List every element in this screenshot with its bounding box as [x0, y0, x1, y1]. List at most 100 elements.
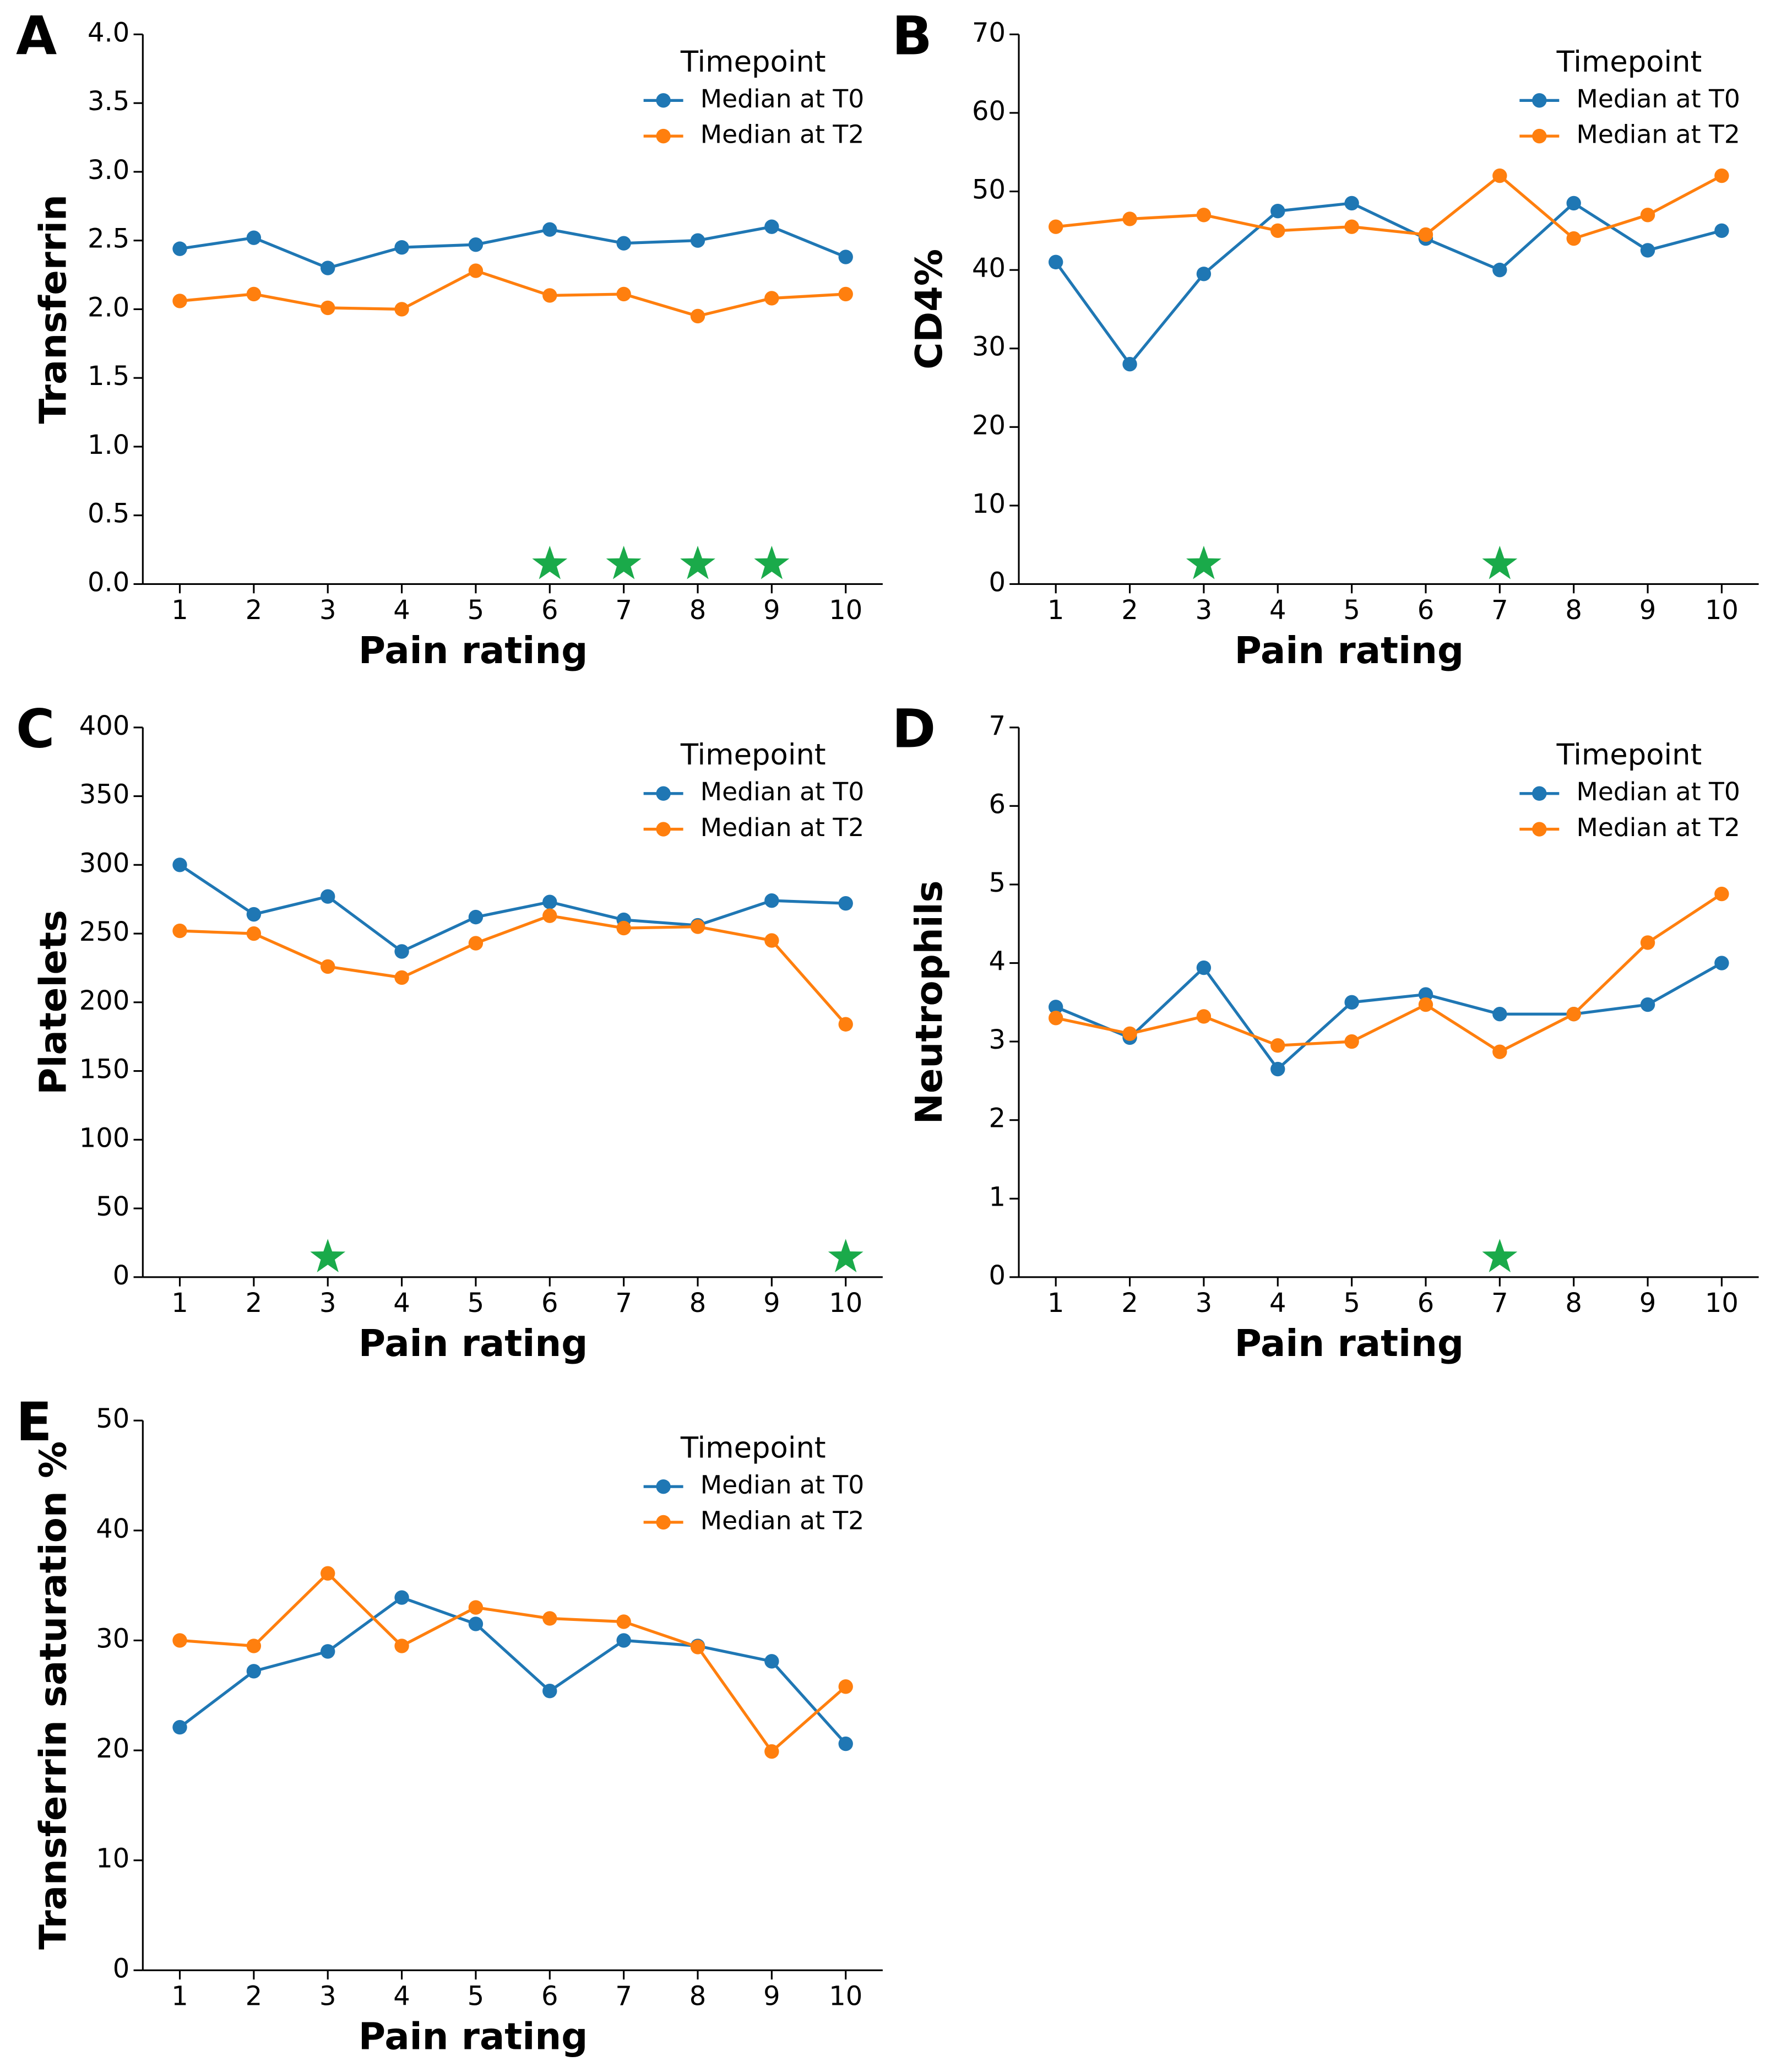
data-point: [838, 896, 853, 911]
data-point: [1196, 1009, 1212, 1024]
data-point: [1344, 219, 1359, 234]
legend-label: Median at T2: [1577, 813, 1740, 842]
y-tick-label: 7: [989, 710, 1006, 741]
significance-star: [828, 1239, 863, 1272]
data-point: [1566, 231, 1581, 246]
panel-label: B: [892, 5, 932, 67]
x-tick-label: 7: [615, 1981, 632, 2012]
data-point: [246, 1664, 262, 1679]
data-point: [394, 302, 409, 317]
data-point: [321, 300, 335, 316]
x-tick-label: 10: [829, 595, 862, 626]
x-tick-label: 7: [615, 1288, 632, 1319]
data-point: [1492, 1044, 1507, 1059]
x-tick-label: 6: [1417, 595, 1435, 626]
data-point: [1640, 935, 1655, 950]
data-point: [172, 241, 187, 256]
data-point: [690, 233, 705, 248]
data-point: [1270, 223, 1285, 238]
data-point: [542, 288, 557, 303]
data-point: [1344, 1034, 1359, 1049]
legend-marker: [656, 1515, 671, 1530]
data-point: [542, 1684, 557, 1699]
legend-marker: [1532, 93, 1547, 108]
y-tick-label: 40: [96, 1514, 129, 1544]
data-point: [468, 1600, 484, 1615]
data-point: [1122, 357, 1137, 372]
y-tick-label: 20: [972, 410, 1006, 441]
y-tick-label: 4.0: [88, 17, 129, 48]
panel-label: C: [16, 698, 55, 760]
x-tick-label: 3: [1196, 595, 1213, 626]
x-tick-label: 5: [468, 595, 485, 626]
x-axis-label: Pain rating: [1235, 629, 1464, 672]
y-axis-label: CD4%: [908, 249, 951, 370]
y-tick-label: 70: [972, 17, 1006, 48]
panel-label: D: [892, 698, 936, 760]
legend-marker: [656, 128, 671, 144]
data-point: [838, 286, 853, 302]
x-tick-label: 1: [1047, 1288, 1064, 1319]
data-point: [1196, 267, 1212, 281]
x-tick-label: 8: [689, 1288, 707, 1319]
data-point: [616, 236, 631, 251]
data-point: [1196, 208, 1212, 223]
x-tick-label: 5: [1343, 1288, 1360, 1319]
data-point: [616, 1633, 631, 1648]
data-point: [321, 959, 335, 974]
y-tick-label: 1.5: [88, 361, 129, 392]
legend-label: Median at T0: [1577, 777, 1740, 806]
x-tick-label: 3: [319, 1288, 336, 1319]
data-point: [690, 1640, 705, 1655]
data-point: [764, 1654, 779, 1669]
data-point: [838, 249, 853, 264]
data-point: [542, 222, 557, 237]
data-point: [1418, 997, 1433, 1012]
data-point: [764, 1744, 779, 1759]
y-tick-label: 0: [113, 1953, 130, 1984]
y-tick-label: 10: [96, 1843, 129, 1874]
y-axis-label: Neutrophils: [908, 880, 951, 1124]
series-line: [180, 269, 846, 318]
data-point: [246, 286, 262, 302]
legend-marker: [656, 1479, 671, 1494]
x-tick-label: 8: [1565, 595, 1582, 626]
data-point: [764, 933, 779, 948]
data-point: [764, 893, 779, 908]
y-tick-label: 30: [972, 332, 1006, 362]
x-tick-label: 3: [1196, 1288, 1213, 1319]
x-tick-label: 2: [246, 1288, 263, 1319]
x-tick-label: 9: [1639, 1288, 1656, 1319]
data-point: [321, 261, 335, 275]
data-point: [616, 920, 631, 936]
significance-star: [1482, 1239, 1518, 1272]
x-tick-label: 1: [171, 1981, 188, 2012]
x-tick-label: 8: [689, 1981, 707, 2012]
data-point: [321, 889, 335, 904]
data-point: [468, 909, 484, 925]
legend-title: Timepoint: [680, 1431, 826, 1465]
y-tick-label: 2.5: [88, 224, 129, 254]
y-tick-label: 350: [79, 779, 130, 810]
x-tick-label: 4: [393, 595, 410, 626]
data-point: [542, 894, 557, 909]
data-point: [172, 1633, 187, 1648]
significance-star: [1482, 545, 1518, 579]
legend-marker: [656, 822, 671, 837]
series-line: [180, 225, 846, 270]
data-point: [321, 1644, 335, 1659]
data-point: [1640, 208, 1655, 223]
legend-label: Median at T0: [700, 777, 864, 806]
y-tick-label: 3.5: [88, 86, 129, 117]
x-tick-label: 6: [1417, 1288, 1435, 1319]
x-tick-label: 7: [615, 595, 632, 626]
x-tick-label: 9: [763, 595, 780, 626]
data-point: [468, 936, 484, 951]
x-tick-label: 1: [171, 595, 188, 626]
data-point: [838, 1017, 853, 1032]
data-point: [321, 1566, 335, 1581]
y-tick-label: 10: [972, 489, 1006, 519]
data-point: [394, 970, 409, 985]
data-point: [246, 1639, 262, 1653]
